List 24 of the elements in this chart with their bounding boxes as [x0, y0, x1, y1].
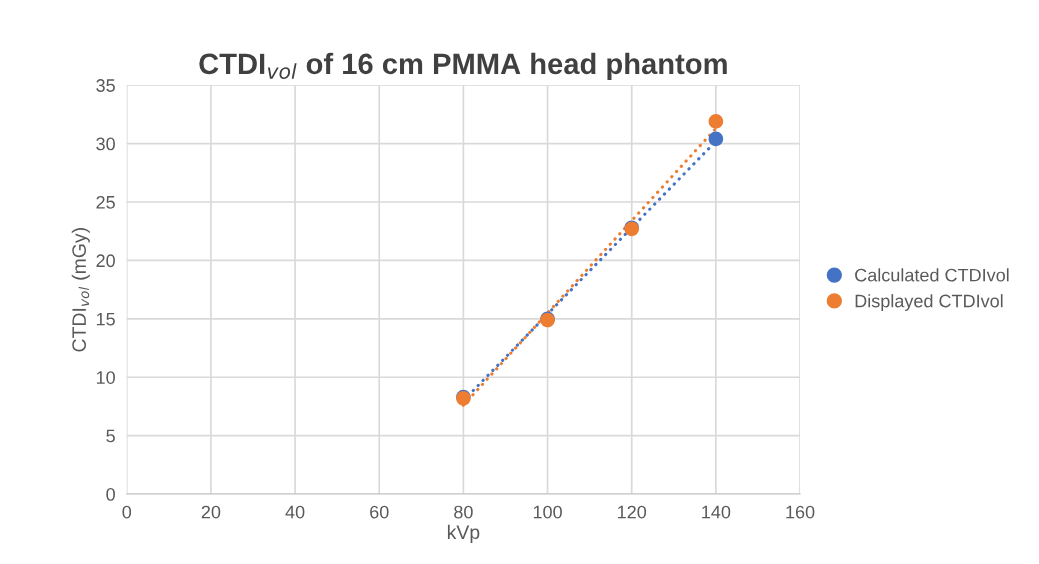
x-tick-label: 120 [618, 505, 647, 519]
x-tick-label: 0 [122, 505, 132, 519]
x-tick-label: 20 [201, 505, 221, 519]
x-axis-title: kVp [447, 524, 480, 543]
x-tick-label: 160 [786, 505, 815, 519]
y-tick-label: 0 [106, 488, 115, 501]
y-axis-title: CTDI$_{vol}$ (mGy) [71, 228, 90, 352]
y-tick-label: 30 [96, 137, 115, 151]
y-tick-label: 25 [96, 195, 115, 209]
y-tick-label: 10 [96, 371, 115, 384]
y-tick-label: 35 [96, 79, 115, 92]
chart-title: CTDI$_{vol}$ of 16 cm PMMA head phantom [199, 52, 727, 80]
x-tick-label: 80 [454, 505, 473, 519]
point [708, 114, 724, 129]
point [708, 131, 724, 147]
y-tick-label: 15 [96, 312, 115, 326]
y-tick-label: 20 [96, 254, 115, 268]
legend-label: Displayed CTDIvol [855, 294, 1003, 311]
y-tick-label: 5 [106, 429, 115, 443]
x-tick-label: 60 [370, 505, 389, 519]
x-tick-label: 40 [285, 505, 305, 519]
x-tick-label: 140 [702, 505, 731, 519]
x-tick-label: 100 [533, 505, 562, 519]
legend-label: Calculated CTDIvol [855, 268, 1009, 282]
